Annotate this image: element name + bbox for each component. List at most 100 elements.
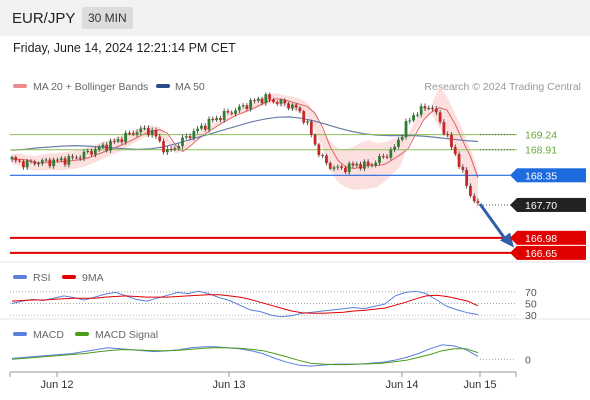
bullish-candle: [336, 166, 340, 168]
support-tag-box: [517, 230, 586, 245]
bullish-candle: [10, 157, 14, 160]
bullish-candle: [200, 125, 203, 129]
macd-signal-line: [11, 347, 479, 366]
bearish-candle: [366, 161, 370, 166]
bearish-candle: [146, 128, 150, 136]
bullish-candle: [116, 139, 120, 142]
timeframe-button[interactable]: 30 MIN: [82, 7, 133, 29]
bullish-candle: [59, 158, 63, 161]
bullish-candle: [173, 148, 177, 150]
bearish-candle: [283, 99, 287, 104]
bearish-candle: [450, 134, 453, 148]
bullish-candle: [408, 120, 412, 122]
bullish-candle: [207, 118, 211, 130]
bearish-candle: [438, 112, 442, 122]
bearish-candle: [154, 130, 158, 137]
bearish-candle: [120, 139, 124, 143]
bullish-candle: [419, 106, 423, 115]
bullish-candle: [184, 136, 188, 138]
bullish-candle: [192, 131, 196, 139]
bearish-candle: [309, 121, 313, 135]
x-tick-label: Jun 12: [40, 379, 73, 391]
rsi-legend-label: RSI: [33, 272, 51, 284]
bearish-candle: [162, 141, 165, 153]
support-tag-pointer: [510, 245, 517, 260]
bullish-candle: [215, 118, 218, 121]
bullish-candle: [415, 114, 419, 116]
bearish-candle: [33, 161, 37, 164]
bearish-candle: [78, 157, 82, 159]
macd-signal-legend-label: MACD Signal: [95, 329, 158, 341]
bearish-candle: [359, 163, 362, 169]
bearish-candle: [230, 112, 234, 114]
x-axis: Jun 12 Jun 13 Jun 14 Jun 15: [9, 372, 517, 391]
resistance-label: 169.24: [525, 130, 557, 142]
top-bar: EUR/JPY 30 MIN: [0, 0, 590, 36]
x-tick-label: Jun 14: [385, 379, 418, 391]
bearish-candle: [131, 133, 135, 135]
last-price-tag-label: 167.70: [525, 200, 557, 212]
bullish-candle: [124, 133, 128, 143]
bullish-candle: [52, 159, 56, 167]
rsi-ma-legend-swatch: [62, 275, 76, 279]
macd-zero-label: 0: [525, 354, 531, 366]
bearish-candle: [328, 163, 332, 169]
bullish-candle: [264, 94, 268, 104]
bearish-candle: [431, 108, 434, 110]
bearish-candle: [294, 104, 298, 108]
bullish-candle: [181, 137, 184, 147]
bearish-candle: [226, 110, 230, 113]
pivot-tag-box: [517, 168, 586, 183]
bearish-candle: [218, 118, 222, 120]
bearish-candle: [14, 157, 18, 161]
credit-text: Research © 2024 Trading Central: [424, 81, 581, 93]
bearish-candle: [268, 94, 272, 100]
price-panel: 169.24 168.91 168.35 167.70 166.98 166.65: [10, 86, 586, 260]
ma20-line: [12, 98, 479, 179]
bearish-candle: [325, 155, 328, 164]
support-tag-label: 166.65: [525, 248, 557, 260]
bearish-candle: [423, 106, 427, 109]
bullish-candle: [44, 159, 48, 161]
bearish-candle: [343, 167, 347, 173]
bearish-candle: [446, 134, 450, 136]
macd-legend-label: MACD: [33, 329, 64, 341]
rsi-ma-legend-label: 9MA: [82, 272, 104, 284]
bullish-candle: [67, 156, 71, 165]
bullish-candle: [97, 147, 101, 150]
rsi-legend-swatch: [13, 275, 27, 279]
rsi-level-label: 30: [525, 310, 537, 322]
macd-line: [11, 344, 479, 367]
bearish-candle: [465, 169, 469, 186]
bullish-candle: [93, 149, 97, 155]
bearish-candle: [469, 185, 472, 196]
bullish-candle: [139, 128, 143, 133]
bullish-candle: [25, 160, 29, 168]
bullish-candle: [412, 115, 415, 121]
bullish-candle: [241, 105, 245, 107]
bullish-candle: [378, 156, 381, 163]
bullish-candle: [374, 162, 378, 166]
bearish-candle: [313, 134, 317, 145]
macd-panel: 0: [11, 344, 531, 367]
bullish-candle: [362, 161, 366, 169]
bullish-candle: [101, 144, 105, 148]
bearish-candle: [461, 166, 465, 170]
bullish-candle: [347, 163, 351, 173]
bearish-candle: [112, 141, 116, 143]
bullish-candle: [249, 100, 253, 110]
ma50-line: [11, 116, 479, 151]
bullish-candle: [355, 163, 359, 166]
support-tag-box: [517, 245, 586, 260]
bullish-candle: [165, 148, 169, 153]
x-tick-label: Jun 13: [212, 379, 245, 391]
bullish-candle: [234, 110, 237, 114]
bearish-candle: [457, 154, 461, 167]
bearish-candle: [245, 105, 249, 110]
bullish-candle: [143, 128, 147, 130]
rsi-line: [11, 290, 479, 318]
bullish-candle: [150, 130, 154, 136]
bullish-candle: [279, 99, 283, 104]
